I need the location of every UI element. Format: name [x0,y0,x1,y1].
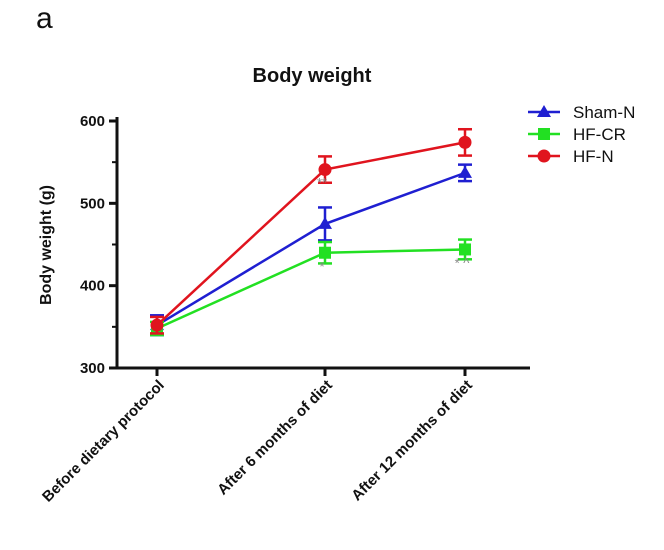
panel-label: a [36,2,53,35]
legend-marker [537,149,551,163]
y-tick-label: 600 [80,113,105,130]
series-line [156,171,466,327]
legend-item: HF-CR [528,125,626,144]
legend-label: HF-N [573,147,614,166]
x-category-label: After 12 months of diet [348,377,476,505]
data-point [150,318,164,332]
plot-area: 300 400 500 600 Body weight (g) Before dietar… [38,113,530,506]
series-line [156,248,466,330]
significance-annotation: * [319,259,324,274]
x-category-label: Before dietary protocol [39,377,168,506]
y-tick-label: 300 [80,360,105,377]
significance-annotation: ** [317,175,327,190]
legend-marker [538,128,550,140]
legend-item: HF-N [528,147,614,166]
y-tick-label: 500 [80,195,105,212]
legend-marker [537,105,551,117]
significance-annotation: * ^ [455,256,471,271]
data-point [458,165,472,178]
data-point [318,163,332,177]
series-hf-n [150,127,472,335]
data-point [458,135,472,149]
legend-item: Sham-N [528,103,635,122]
legend-label: HF-CR [573,125,626,144]
y-tick-label: 400 [80,278,105,295]
data-point [318,216,332,229]
data-point [459,243,471,256]
y-axis-label: Body weight (g) [38,185,55,305]
x-category-label: After 6 months of diet [214,377,336,499]
legend-label: Sham-N [573,103,635,122]
data-point [319,246,331,259]
legend: Sham-N HF-CR HF-N [528,103,635,166]
chart-title: Body weight [253,65,372,87]
